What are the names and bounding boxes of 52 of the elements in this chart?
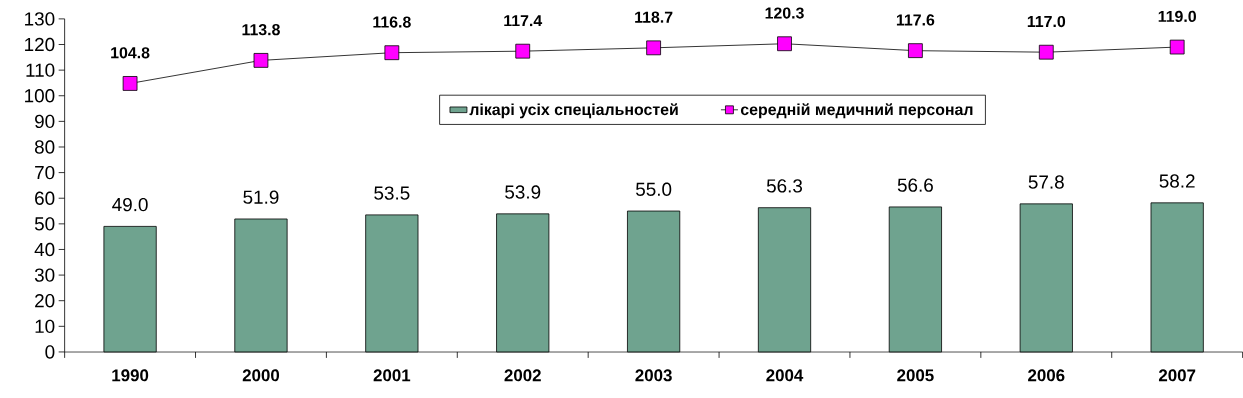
y-tick-label: 130 — [25, 12, 55, 26]
y-tick-label: 10 — [35, 319, 55, 334]
y-tick-label: 30 — [34, 268, 55, 282]
data-label: 117.6 — [896, 14, 935, 26]
legend-label: середній медичний персонал — [740, 103, 973, 119]
x-tick-label: 2006 — [1028, 369, 1065, 382]
data-label: 104.8 — [111, 47, 150, 59]
point — [515, 43, 531, 59]
data-label: 117.4 — [504, 15, 543, 27]
data-label: 117.0 — [1027, 16, 1066, 28]
point — [122, 76, 138, 91]
y-tick-label: 60 — [35, 191, 55, 206]
point — [908, 43, 923, 59]
point — [253, 53, 269, 68]
data-label: 57.8 — [1028, 175, 1064, 189]
y-tick-label: 20 — [35, 294, 55, 308]
data-label: 119.0 — [1158, 10, 1196, 23]
y-tick-label: 70 — [35, 166, 55, 180]
point — [777, 36, 792, 52]
y-tick-label: 50 — [34, 217, 55, 231]
y-tick-label: 120 — [25, 37, 55, 52]
y-tick-label: 0 — [45, 345, 55, 359]
y-tick-label: 100 — [25, 89, 55, 103]
y-tick-label: 90 — [35, 114, 55, 129]
data-label: 53.9 — [505, 185, 541, 199]
data-label: 56.3 — [766, 179, 803, 193]
data-label: 49.0 — [112, 198, 148, 212]
x-tick-label: 2002 — [504, 369, 541, 382]
point — [1038, 44, 1054, 60]
x-tick-label: 2004 — [766, 369, 804, 382]
x-tick-label: 2007 — [1158, 369, 1196, 382]
x-tick-label: 2005 — [897, 369, 934, 382]
data-label: 116.8 — [373, 16, 411, 28]
data-label: 113.8 — [242, 24, 280, 36]
point — [384, 45, 400, 61]
data-label: 58.2 — [1159, 174, 1195, 188]
data-label: 56.6 — [897, 178, 933, 192]
data-label: 51.9 — [243, 190, 279, 205]
y-tick-label: 110 — [26, 63, 55, 77]
point — [646, 40, 661, 56]
data-label: 53.5 — [374, 186, 410, 200]
y-tick-label: 40 — [34, 242, 55, 257]
y-tick-label: 80 — [34, 140, 55, 154]
data-label: 120.3 — [765, 7, 804, 19]
x-tick-label: 1990 — [112, 369, 149, 382]
x-tick-label: 2003 — [635, 369, 672, 382]
point — [1169, 39, 1185, 55]
data-label: 55.0 — [635, 182, 672, 197]
legend-label: лікарі усіх спеціальностей — [469, 103, 678, 119]
x-tick-label: 2001 — [373, 369, 411, 382]
x-tick-label: 2000 — [242, 369, 280, 382]
data-label: 118.7 — [635, 11, 673, 23]
